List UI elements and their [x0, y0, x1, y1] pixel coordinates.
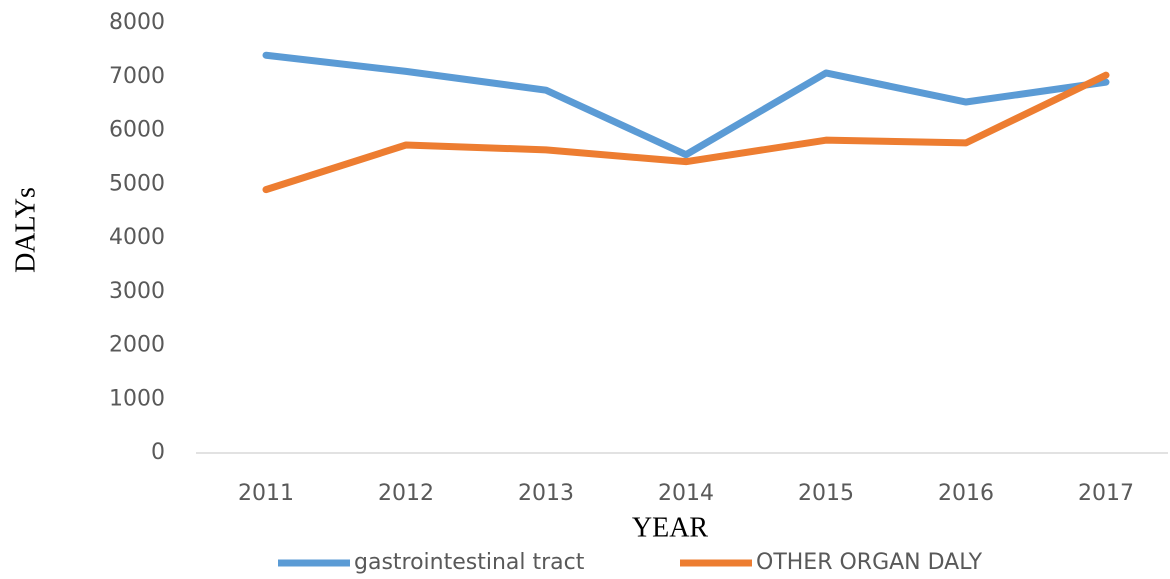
y-axis-title: DALYs — [10, 187, 41, 273]
y-tick-label: 6000 — [109, 118, 165, 143]
line-series — [262, 71, 1110, 194]
x-tick-label: 2017 — [1078, 481, 1134, 506]
y-tick-label: 7000 — [109, 64, 165, 89]
y-tick-label: 5000 — [109, 171, 165, 196]
x-tick-label: 2015 — [798, 481, 854, 506]
line-series — [262, 51, 1110, 159]
y-tick-label: 0 — [151, 440, 165, 465]
y-tick-label: 4000 — [109, 225, 165, 250]
legend-label: OTHER ORGAN DALY — [756, 550, 983, 575]
x-tick-label: 2016 — [938, 481, 994, 506]
y-tick-label: 2000 — [109, 333, 165, 358]
x-axis-title: YEAR — [632, 512, 709, 543]
y-tick-label: 3000 — [109, 279, 165, 304]
x-tick-label: 2013 — [518, 481, 574, 506]
legend-label: gastrointestinal tract — [354, 550, 585, 575]
y-tick-label: 1000 — [109, 386, 165, 411]
y-tick-label: 8000 — [109, 10, 165, 35]
x-tick-label: 2012 — [378, 481, 434, 506]
x-tick-label: 2014 — [658, 481, 714, 506]
x-tick-label: 2011 — [238, 481, 294, 506]
